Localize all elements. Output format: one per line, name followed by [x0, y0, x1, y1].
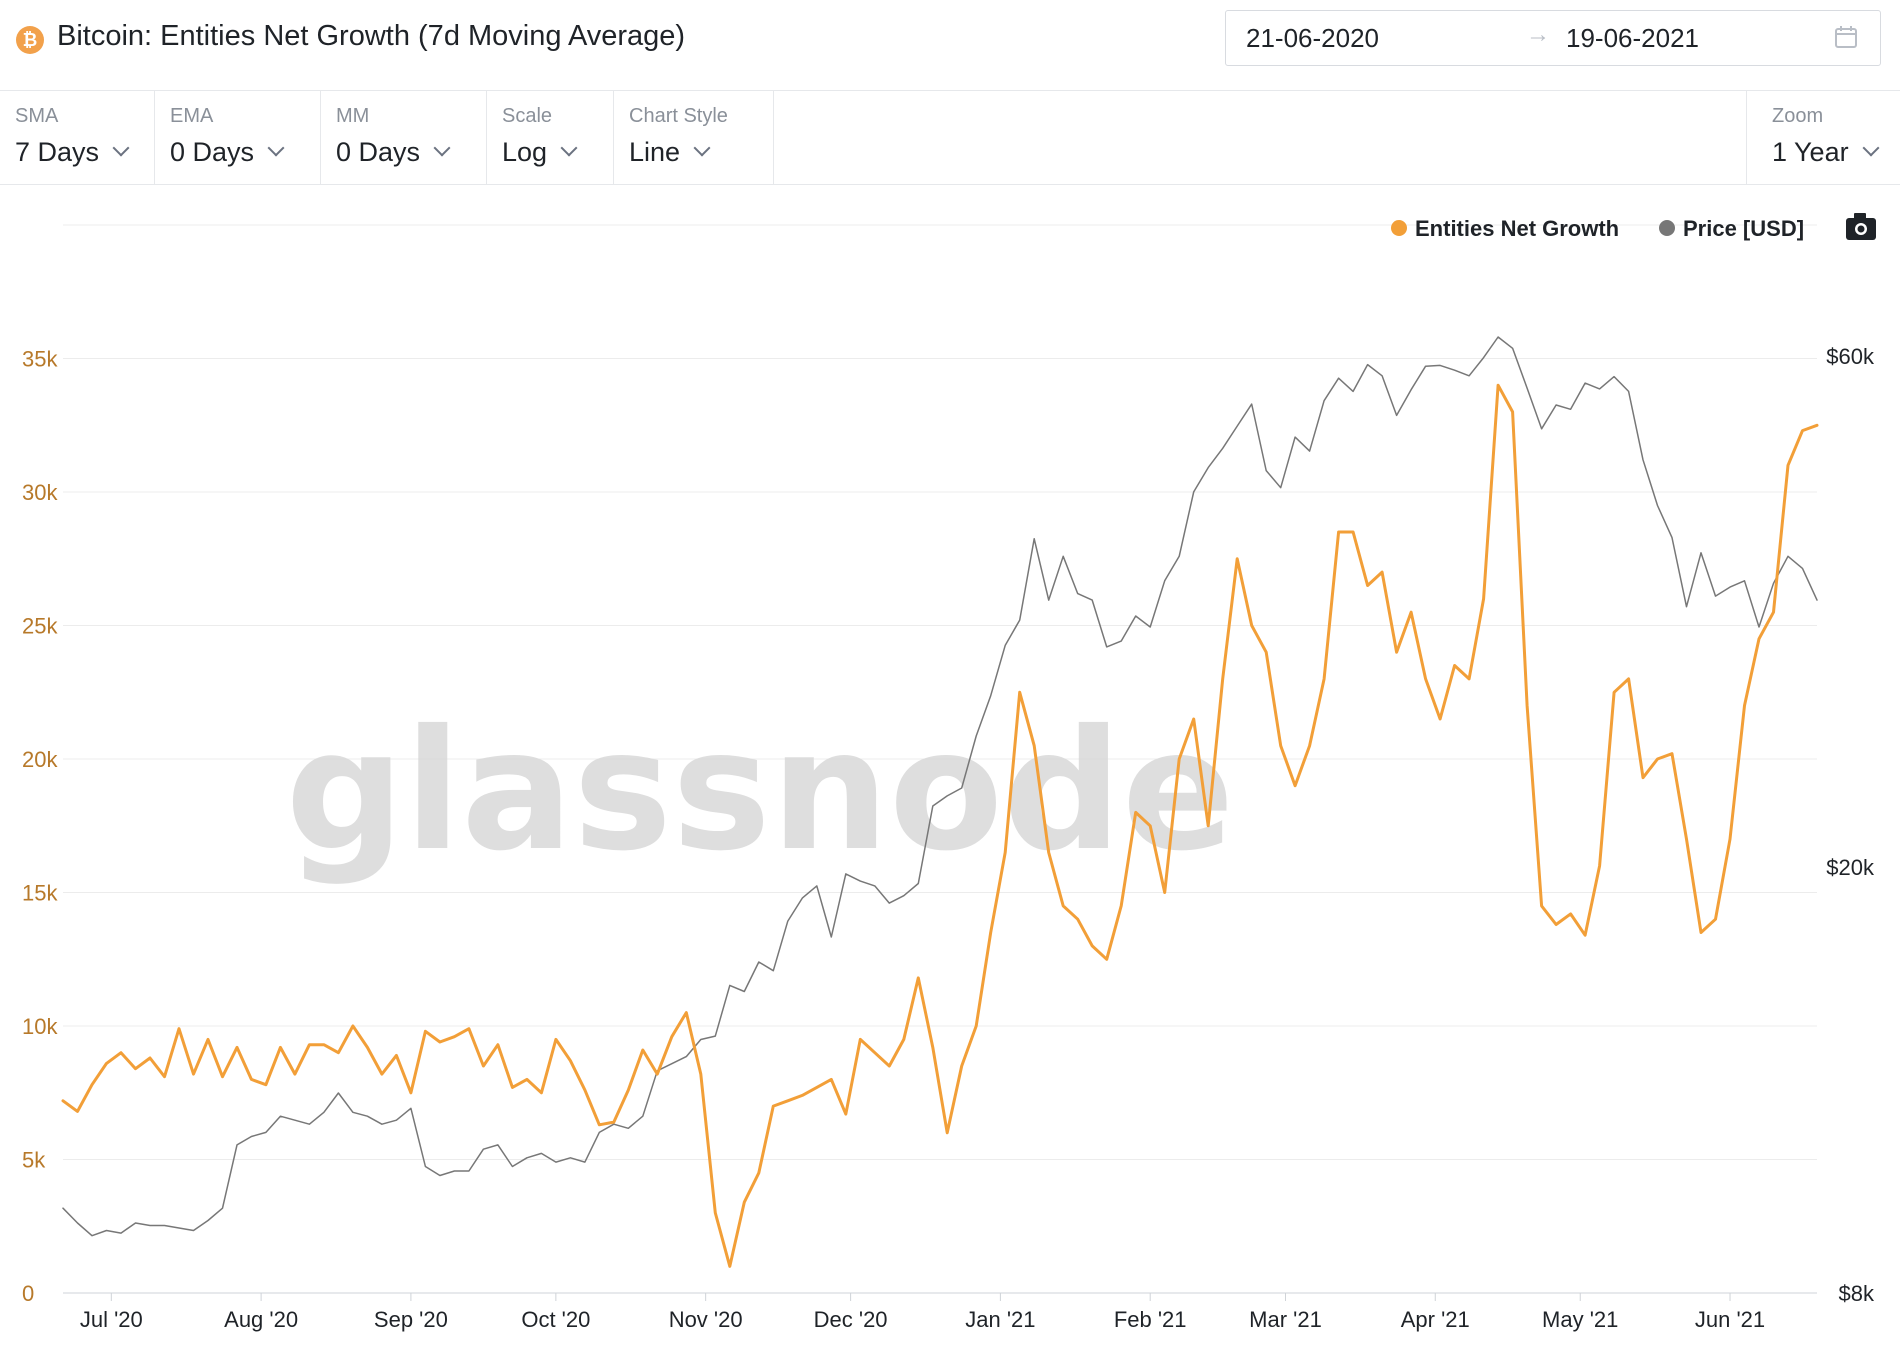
- chart-style-value[interactable]: Line: [629, 137, 711, 168]
- mm-value[interactable]: 0 Days: [336, 137, 451, 168]
- bitcoin-icon: ₿: [16, 26, 44, 54]
- x-tick-label: Jan '21: [965, 1307, 1035, 1332]
- y-left-tick-label: 10k: [22, 1014, 58, 1039]
- x-tick-label: Dec '20: [814, 1307, 888, 1332]
- y-right-tick-label: $60k: [1826, 344, 1875, 369]
- zoom-dropdown[interactable]: Zoom 1 Year: [1746, 91, 1900, 184]
- date-from-input[interactable]: 21-06-2020: [1246, 23, 1379, 53]
- series-line-price-usd: [62, 336, 1818, 1237]
- chevron-down-icon: [1862, 139, 1880, 157]
- mm-label: MM: [336, 105, 370, 127]
- y-right-tick-label: $8k: [1839, 1281, 1875, 1306]
- legend: Entities Net Growth Price [USD]: [1391, 216, 1804, 241]
- sma-value[interactable]: 7 Days: [15, 137, 130, 168]
- chart-toolbar: SMA 7 Days EMA 0 Days MM 0 Days Scale Lo…: [0, 90, 1900, 185]
- chevron-down-icon: [560, 139, 578, 157]
- chevron-down-icon: [693, 139, 711, 157]
- y-left-tick-label: 30k: [22, 480, 58, 505]
- x-tick-label: Mar '21: [1249, 1307, 1322, 1332]
- series-line-entities-net-growth: [61, 383, 1819, 1268]
- x-tick-label: Nov '20: [669, 1307, 743, 1332]
- date-range-picker[interactable]: 21-06-2020 → 19-06-2021: [1225, 10, 1881, 66]
- scale-label: Scale: [502, 105, 553, 127]
- zoom-value[interactable]: 1 Year: [1772, 137, 1880, 168]
- y-left-tick-label: 20k: [22, 747, 58, 772]
- chevron-down-icon: [112, 139, 130, 157]
- calendar-icon[interactable]: [1834, 25, 1858, 49]
- sma-dropdown[interactable]: SMA 7 Days: [0, 91, 155, 184]
- y-left-tick-label: 25k: [22, 614, 58, 639]
- y-left-tick-label: 35k: [22, 347, 58, 372]
- y-left-tick-label: 15k: [22, 881, 58, 906]
- x-tick-label: May '21: [1542, 1307, 1618, 1332]
- legend-price-usd[interactable]: Price [USD]: [1659, 216, 1804, 241]
- series-lines: [61, 336, 1819, 1268]
- y-left-tick-label: 5k: [22, 1148, 46, 1173]
- legend-dot-price: [1659, 220, 1675, 236]
- chart-style-label: Chart Style: [629, 105, 728, 127]
- x-tick-label: Oct '20: [521, 1307, 590, 1332]
- ema-label: EMA: [170, 105, 214, 127]
- chart-style-dropdown[interactable]: Chart Style Line: [614, 91, 774, 184]
- x-tick-label: Aug '20: [224, 1307, 298, 1332]
- date-to-input[interactable]: 19-06-2021: [1566, 23, 1699, 53]
- camera-icon[interactable]: [1846, 213, 1876, 240]
- zoom-label: Zoom: [1772, 105, 1824, 127]
- scale-value[interactable]: Log: [502, 137, 578, 168]
- axis-ticks: 0 5k 10k 15k 20k 25k 30k 35k $8k $20k $60k Jul '20 A…: [22, 344, 1875, 1332]
- legend-entities-net-growth[interactable]: Entities Net Growth: [1391, 216, 1619, 241]
- legend-dot-entities: [1391, 220, 1407, 236]
- gridlines: [63, 224, 1817, 1294]
- watermark: glassnode: [286, 695, 1235, 888]
- legend-label-price: Price [USD]: [1683, 216, 1804, 241]
- legend-label-entities: Entities Net Growth: [1415, 216, 1619, 241]
- y-left-tick-label: 0: [22, 1281, 34, 1306]
- page-title: Bitcoin: Entities Net Growth (7d Moving …: [57, 20, 686, 52]
- x-tick-label: Jul '20: [80, 1307, 143, 1332]
- mm-dropdown[interactable]: MM 0 Days: [321, 91, 487, 184]
- chart-header: ₿ Bitcoin: Entities Net Growth (7d Movin…: [0, 0, 1900, 90]
- ema-value[interactable]: 0 Days: [170, 137, 285, 168]
- x-tick-label: Jun '21: [1695, 1307, 1765, 1332]
- chevron-down-icon: [433, 139, 451, 157]
- x-tick-label: Sep '20: [374, 1307, 448, 1332]
- chevron-down-icon: [267, 139, 285, 157]
- arrow-right-icon: →: [1526, 21, 1550, 48]
- ema-dropdown[interactable]: EMA 0 Days: [155, 91, 321, 184]
- x-tick-label: Apr '21: [1401, 1307, 1470, 1332]
- sma-label: SMA: [15, 105, 59, 127]
- line-chart: glassnode 0 5k 10k 15k 20k 25k 30k 35k $8k $20k $6…: [22, 213, 1876, 1332]
- y-right-tick-label: $20k: [1826, 855, 1875, 880]
- scale-dropdown[interactable]: Scale Log: [487, 91, 614, 184]
- x-tick-label: Feb '21: [1114, 1307, 1187, 1332]
